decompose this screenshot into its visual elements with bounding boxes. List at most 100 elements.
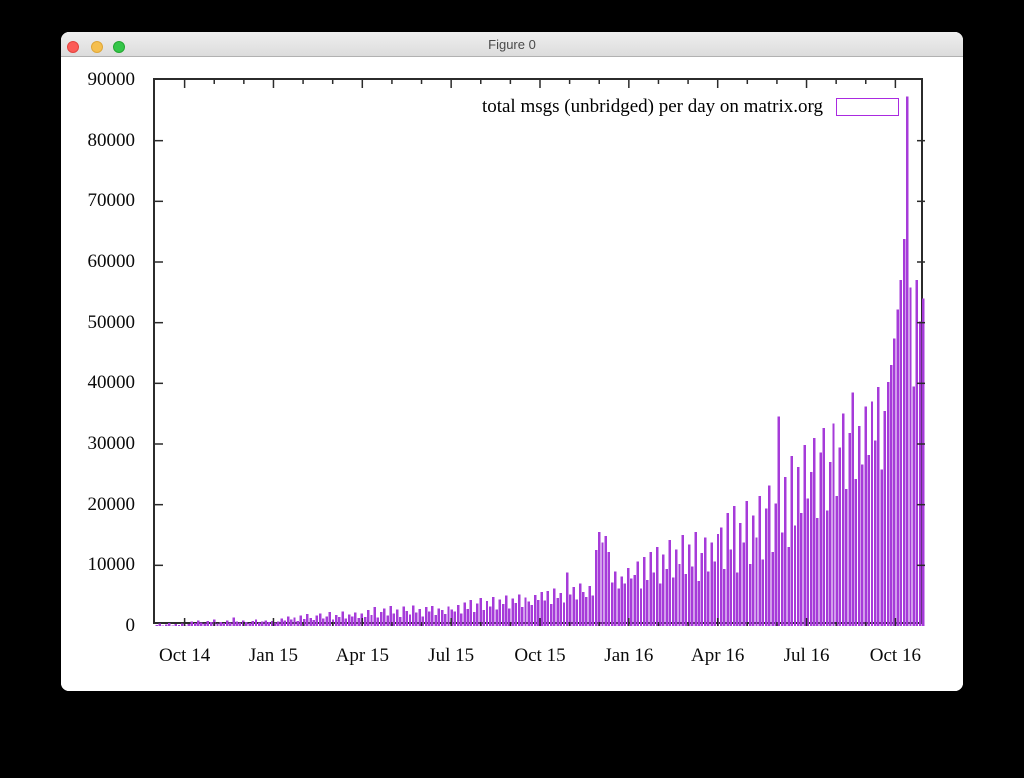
bar bbox=[572, 587, 575, 626]
bar bbox=[575, 599, 579, 626]
bar bbox=[440, 610, 444, 626]
bar bbox=[745, 501, 749, 626]
bar bbox=[405, 610, 408, 626]
bar bbox=[296, 620, 299, 626]
bar bbox=[697, 581, 700, 626]
x-tick-label: Oct 14 bbox=[159, 645, 211, 666]
minimize-button[interactable] bbox=[91, 41, 103, 53]
y-tick-label: 70000 bbox=[87, 190, 136, 212]
bar bbox=[623, 583, 627, 626]
x-tick-label: Oct 16 bbox=[869, 645, 921, 666]
bar bbox=[351, 616, 354, 626]
bar bbox=[652, 572, 656, 626]
bar bbox=[922, 298, 925, 626]
bar bbox=[636, 561, 639, 626]
bar bbox=[447, 606, 450, 626]
plot-box: total msgs (unbridged) per day on matrix… bbox=[153, 78, 925, 626]
bar bbox=[918, 321, 922, 626]
bar bbox=[912, 386, 915, 626]
bar bbox=[299, 615, 303, 626]
y-tick-label: 80000 bbox=[87, 129, 136, 151]
bar bbox=[235, 621, 238, 626]
y-tick-label: 30000 bbox=[87, 433, 136, 454]
bar bbox=[168, 622, 171, 626]
bar bbox=[453, 611, 457, 626]
bar bbox=[257, 622, 261, 626]
y-tick-label: 0 bbox=[125, 615, 136, 636]
bar bbox=[206, 621, 210, 626]
y-tick-label: 20000 bbox=[87, 493, 136, 515]
bar bbox=[569, 594, 572, 626]
y-tick-label: 90000 bbox=[87, 69, 136, 90]
legend: total msgs (unbridged) per day on matrix… bbox=[482, 96, 899, 118]
bar bbox=[437, 608, 441, 626]
x-tick-label: Oct 15 bbox=[514, 645, 566, 666]
bar bbox=[883, 411, 887, 626]
bar bbox=[829, 462, 832, 626]
bar bbox=[155, 625, 158, 626]
zoom-button[interactable] bbox=[113, 41, 125, 53]
bar bbox=[813, 437, 816, 626]
bar bbox=[819, 452, 822, 626]
bar bbox=[610, 582, 614, 626]
bar bbox=[174, 624, 177, 626]
bar bbox=[582, 592, 585, 626]
bar bbox=[553, 588, 556, 626]
bars-canvas bbox=[155, 80, 925, 626]
bar bbox=[845, 488, 848, 626]
bar bbox=[848, 433, 851, 626]
bar bbox=[286, 616, 290, 626]
bar bbox=[383, 608, 386, 626]
bar bbox=[700, 553, 704, 626]
bar bbox=[707, 571, 710, 626]
bar bbox=[687, 544, 691, 626]
bar bbox=[200, 622, 203, 626]
bar bbox=[902, 238, 906, 626]
bar bbox=[716, 533, 720, 626]
bar bbox=[184, 625, 187, 626]
bar bbox=[617, 588, 620, 626]
bar bbox=[177, 624, 181, 626]
bar bbox=[232, 617, 235, 626]
bar bbox=[344, 618, 348, 626]
bar bbox=[363, 616, 367, 626]
close-button[interactable] bbox=[67, 41, 79, 53]
bar bbox=[626, 567, 630, 626]
bar bbox=[505, 595, 508, 626]
bar bbox=[277, 621, 280, 626]
bar bbox=[549, 604, 553, 626]
bar bbox=[402, 606, 405, 626]
window-title: Figure 0 bbox=[488, 37, 536, 52]
bar bbox=[517, 594, 521, 626]
bar bbox=[739, 522, 742, 626]
bar bbox=[822, 428, 826, 626]
bar bbox=[691, 566, 694, 626]
bar bbox=[274, 622, 277, 626]
bar bbox=[854, 479, 858, 626]
bar bbox=[736, 572, 739, 626]
bar bbox=[755, 537, 758, 626]
bar bbox=[171, 625, 174, 626]
bar bbox=[315, 615, 319, 626]
bar bbox=[764, 508, 768, 626]
bar bbox=[485, 601, 489, 626]
bar bbox=[841, 413, 845, 626]
bar bbox=[180, 623, 184, 626]
bar bbox=[476, 603, 479, 626]
bar bbox=[578, 583, 582, 626]
bar bbox=[229, 622, 232, 626]
bar bbox=[466, 609, 469, 626]
bar bbox=[671, 577, 675, 626]
bar bbox=[472, 612, 476, 626]
bar bbox=[290, 619, 293, 626]
bar bbox=[562, 602, 566, 626]
y-tick-label: 40000 bbox=[87, 372, 136, 394]
bar bbox=[373, 607, 376, 626]
bar bbox=[774, 503, 777, 626]
bar bbox=[469, 599, 473, 626]
bar bbox=[816, 518, 819, 626]
bar bbox=[325, 616, 328, 626]
bar bbox=[668, 539, 672, 626]
bar bbox=[225, 620, 229, 626]
bar bbox=[864, 406, 867, 626]
